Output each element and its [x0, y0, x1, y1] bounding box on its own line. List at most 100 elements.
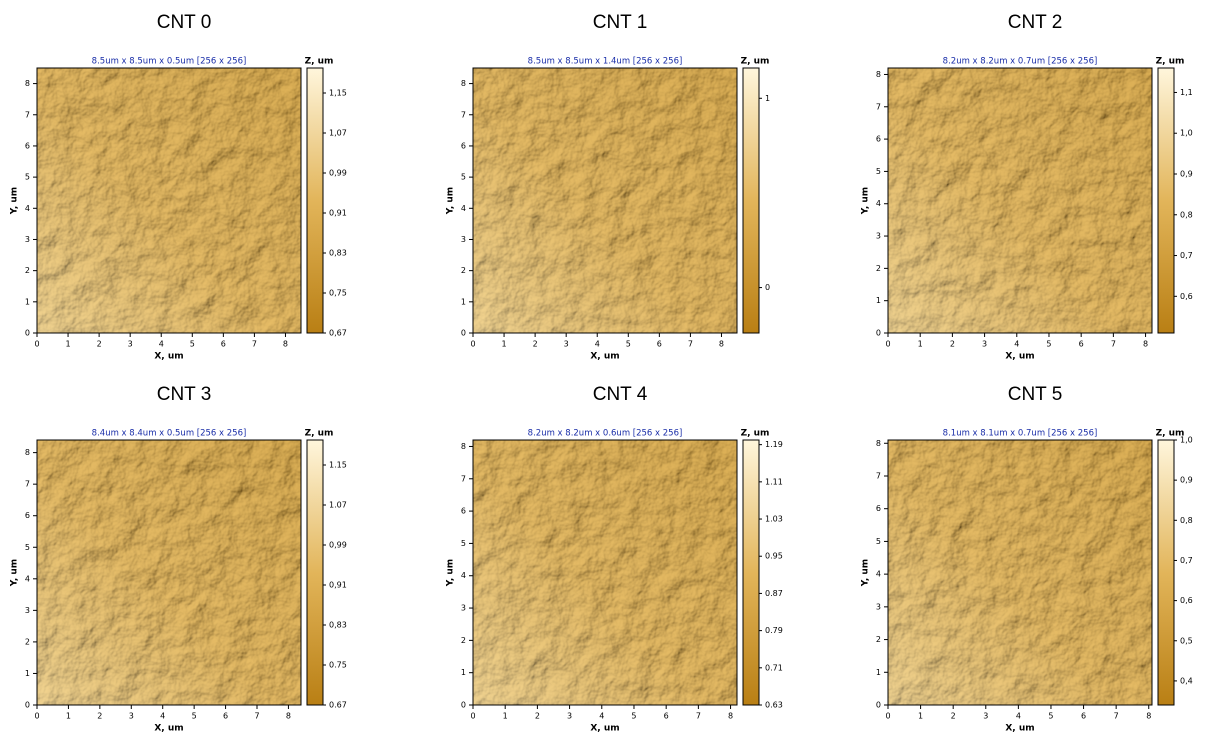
x-tick-label: 2	[533, 340, 538, 349]
x-tick-label: 5	[631, 712, 636, 721]
panel-title: CNT 3	[157, 384, 212, 405]
colorbar-tick-label: 0,8	[1180, 210, 1193, 219]
colorbar-tick-label: 1.11	[765, 477, 783, 486]
colorbar-tick-label: 0,67	[329, 329, 347, 338]
colorbar-tick-label: 1,0	[1180, 436, 1193, 445]
afm-relief	[888, 440, 1152, 705]
colorbar-tick-label: 0,99	[329, 169, 347, 178]
colorbar-label: Z, um	[741, 57, 770, 67]
y-tick-label: 8	[876, 70, 881, 79]
x-tick-label: 7	[254, 712, 259, 721]
y-tick-label: 2	[25, 266, 30, 275]
y-tick-label: 5	[25, 543, 30, 552]
y-tick-label: 8	[876, 439, 881, 448]
y-tick-label: 4	[25, 574, 30, 583]
x-tick-label: 7	[696, 712, 701, 721]
colorbar-tick-label: 0,7	[1180, 556, 1193, 565]
y-tick-label: 0	[876, 329, 881, 338]
x-tick-label: 1	[503, 712, 508, 721]
y-axis-label: Y, um	[446, 187, 456, 215]
x-tick-label: 8	[286, 712, 291, 721]
x-tick-label: 7	[1114, 712, 1119, 721]
x-tick-label: 6	[223, 712, 228, 721]
afm-relief	[888, 68, 1152, 333]
afm-relief	[473, 68, 737, 333]
x-tick-label: 7	[1111, 340, 1116, 349]
afm-relief	[37, 440, 301, 705]
y-tick-label: 2	[461, 266, 466, 275]
x-tick-label: 0	[885, 712, 890, 721]
x-tick-label: 7	[688, 340, 693, 349]
colorbar-tick-label: 0.67	[329, 701, 347, 710]
y-tick-label: 5	[876, 167, 881, 176]
x-tick-label: 8	[1146, 712, 1151, 721]
colorbar-label: Z, um	[305, 57, 334, 67]
x-tick-label: 4	[595, 340, 600, 349]
x-tick-label: 8	[1143, 340, 1148, 349]
scan-size: 8.2um x 8.2um x 0.7um [256 x 256]	[943, 57, 1098, 67]
y-tick-label: 5	[461, 173, 466, 182]
y-tick-label: 1	[876, 296, 881, 305]
y-tick-label: 3	[461, 604, 466, 613]
y-tick-label: 8	[461, 442, 466, 451]
colorbar-tick-label: 0.79	[765, 626, 783, 635]
colorbar-label: Z, um	[741, 429, 770, 439]
x-axis-label: X, um	[590, 724, 619, 734]
y-tick-label: 1	[876, 668, 881, 677]
y-tick-label: 0	[876, 701, 881, 710]
x-tick-label: 8	[283, 340, 288, 349]
scan-size: 8.4um x 8.4um x 0.5um [256 x 256]	[92, 429, 247, 439]
x-tick-label: 0	[34, 712, 39, 721]
y-tick-label: 7	[461, 110, 466, 119]
y-tick-label: 6	[461, 507, 466, 516]
y-tick-label: 1	[461, 297, 466, 306]
colorbar	[743, 68, 759, 333]
y-tick-label: 5	[876, 537, 881, 546]
x-tick-label: 2	[97, 340, 102, 349]
y-tick-label: 3	[25, 235, 30, 244]
x-tick-label: 5	[1046, 340, 1051, 349]
colorbar-tick-label: 1,0	[1180, 129, 1193, 138]
x-tick-label: 6	[221, 340, 226, 349]
colorbar-tick-label: 0,4	[1180, 676, 1193, 685]
y-tick-label: 3	[25, 606, 30, 615]
x-tick-label: 5	[190, 340, 195, 349]
colorbar-tick-label: 0.87	[765, 589, 783, 598]
colorbar-tick-label: 1.15	[329, 461, 347, 470]
scan-size: 8.1um x 8.1um x 0.7um [256 x 256]	[943, 429, 1098, 439]
x-tick-label: 3	[983, 712, 988, 721]
x-tick-label: 3	[128, 340, 133, 349]
y-tick-label: 4	[25, 204, 30, 213]
colorbar-tick-label: 1.07	[329, 501, 347, 510]
colorbar-tick-label: 0,83	[329, 621, 347, 630]
panel-title: CNT 1	[593, 12, 648, 33]
colorbar	[743, 440, 759, 705]
x-tick-label: 1	[918, 340, 923, 349]
y-tick-label: 3	[461, 235, 466, 244]
x-tick-label: 0	[34, 340, 39, 349]
y-tick-label: 4	[461, 204, 466, 213]
x-tick-label: 2	[535, 712, 540, 721]
y-tick-label: 2	[25, 637, 30, 646]
x-axis-label: X, um	[154, 724, 183, 734]
panel-title: CNT 4	[593, 384, 648, 405]
x-tick-label: 6	[1081, 712, 1086, 721]
colorbar-tick-label: 0.71	[765, 663, 783, 672]
colorbar-label: Z, um	[305, 429, 334, 439]
panel-title: CNT 5	[1008, 384, 1063, 405]
y-tick-label: 6	[461, 141, 466, 150]
x-tick-label: 4	[1016, 712, 1021, 721]
colorbar-tick-label: 0,7	[1180, 251, 1193, 260]
x-tick-label: 5	[1048, 712, 1053, 721]
colorbar-tick-label: 0	[765, 283, 770, 292]
colorbar-tick-label: 0,75	[329, 289, 347, 298]
x-tick-label: 0	[885, 340, 890, 349]
x-tick-label: 1	[502, 340, 507, 349]
colorbar-tick-label: 0,9	[1180, 476, 1193, 485]
colorbar-tick-label: 0.95	[765, 552, 783, 561]
colorbar-tick-label: 0,6	[1180, 292, 1193, 301]
colorbar-tick-label: 0,99	[329, 541, 347, 550]
x-tick-label: 8	[719, 340, 724, 349]
afm-relief	[473, 440, 737, 705]
y-tick-label: 3	[876, 602, 881, 611]
